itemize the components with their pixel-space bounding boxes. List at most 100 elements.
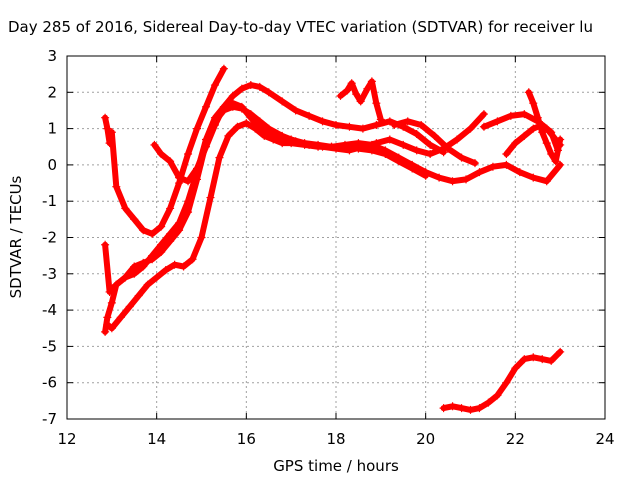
data-point-marker xyxy=(403,117,412,126)
data-point-marker xyxy=(448,402,457,411)
data-point-marker xyxy=(439,404,448,413)
data-point-marker xyxy=(121,204,130,213)
data-point-marker xyxy=(372,139,381,148)
data-point-marker xyxy=(381,146,390,155)
data-point-marker xyxy=(193,164,202,173)
data-point-marker xyxy=(269,135,278,144)
data-point-marker xyxy=(305,111,314,120)
data-point-marker xyxy=(107,298,116,307)
data-point-marker xyxy=(394,153,403,162)
data-point-marker xyxy=(130,215,139,224)
data-point-marker xyxy=(502,160,511,169)
data-point-marker xyxy=(184,150,193,159)
series-pass-7 xyxy=(390,117,479,168)
data-point-marker xyxy=(188,255,197,264)
data-point-marker xyxy=(520,131,529,140)
data-point-marker xyxy=(237,104,246,113)
data-point-marker xyxy=(215,153,224,162)
series-pass-10 xyxy=(502,120,562,159)
data-point-marker xyxy=(224,131,233,140)
data-point-marker xyxy=(524,88,533,97)
data-point-marker xyxy=(493,117,502,126)
series-pass-9 xyxy=(524,88,565,166)
data-point-marker xyxy=(318,117,327,126)
data-point-marker xyxy=(520,355,529,364)
data-point-marker xyxy=(246,110,255,119)
data-point-marker xyxy=(157,222,166,231)
data-point-marker xyxy=(408,160,417,169)
data-point-marker xyxy=(332,120,340,129)
data-point-marker xyxy=(228,102,237,111)
data-point-marker xyxy=(130,262,139,271)
data-point-marker xyxy=(502,378,511,387)
data-point-marker xyxy=(255,82,264,91)
data-point-marker xyxy=(542,139,551,148)
data-point-marker xyxy=(336,91,345,100)
data-point-marker xyxy=(466,405,475,414)
data-point-marker xyxy=(101,327,110,336)
data-point-marker xyxy=(347,79,356,88)
y-tick-label: -7 xyxy=(42,410,57,428)
data-point-marker xyxy=(332,144,340,153)
data-point-marker xyxy=(444,144,453,153)
data-point-marker xyxy=(457,153,466,162)
data-point-marker xyxy=(511,139,520,148)
y-tick-label: 2 xyxy=(47,83,57,101)
series-line xyxy=(104,120,564,332)
data-point-marker xyxy=(372,120,381,129)
y-tick-label: -5 xyxy=(42,337,57,355)
series-pass-3 xyxy=(101,64,228,238)
data-point-marker xyxy=(553,146,562,155)
data-point-marker xyxy=(233,122,242,131)
data-point-marker xyxy=(139,258,148,267)
data-point-marker xyxy=(345,122,354,131)
data-point-marker xyxy=(435,173,444,182)
data-point-marker xyxy=(148,229,157,238)
data-point-marker xyxy=(376,115,385,124)
data-point-marker xyxy=(399,140,408,149)
x-tick-label: 20 xyxy=(416,430,435,448)
data-point-marker xyxy=(278,139,287,148)
data-point-marker xyxy=(556,160,565,169)
data-point-marker xyxy=(551,157,560,166)
data-point-marker xyxy=(529,124,538,133)
x-tick-label: 22 xyxy=(506,430,525,448)
data-point-marker xyxy=(345,146,354,155)
x-axis-label: GPS time / hours xyxy=(273,457,399,475)
data-point-marker xyxy=(148,255,157,264)
data-point-marker xyxy=(107,128,116,137)
data-point-marker xyxy=(538,128,547,137)
data-point-marker xyxy=(206,193,215,202)
data-point-marker xyxy=(201,142,210,151)
data-point-marker xyxy=(372,99,381,108)
series-pass-6 xyxy=(336,77,385,124)
data-point-marker xyxy=(157,150,166,159)
data-point-marker xyxy=(390,120,399,129)
data-point-marker xyxy=(112,182,121,191)
data-point-marker xyxy=(533,113,542,122)
data-point-marker xyxy=(143,280,152,289)
data-point-marker xyxy=(457,404,466,413)
data-point-marker xyxy=(493,391,502,400)
data-point-marker xyxy=(103,313,112,322)
data-point-marker xyxy=(255,117,264,126)
x-tick-label: 18 xyxy=(326,430,345,448)
x-tick-label: 14 xyxy=(147,430,166,448)
data-point-marker xyxy=(161,266,170,275)
chart-title: Day 285 of 2016, Sidereal Day-to-day VTE… xyxy=(8,18,593,36)
y-tick-label: -2 xyxy=(42,229,57,247)
data-point-marker xyxy=(470,159,479,168)
data-point-marker xyxy=(547,150,556,159)
data-point-marker xyxy=(246,81,255,90)
data-point-marker xyxy=(219,102,228,111)
data-point-marker xyxy=(139,226,148,235)
data-point-marker xyxy=(197,233,206,242)
data-point-marker xyxy=(448,177,457,186)
data-point-marker xyxy=(219,64,228,73)
data-point-marker xyxy=(529,173,538,182)
data-point-marker xyxy=(462,175,471,184)
data-point-marker xyxy=(538,355,547,364)
data-point-marker xyxy=(479,122,488,131)
